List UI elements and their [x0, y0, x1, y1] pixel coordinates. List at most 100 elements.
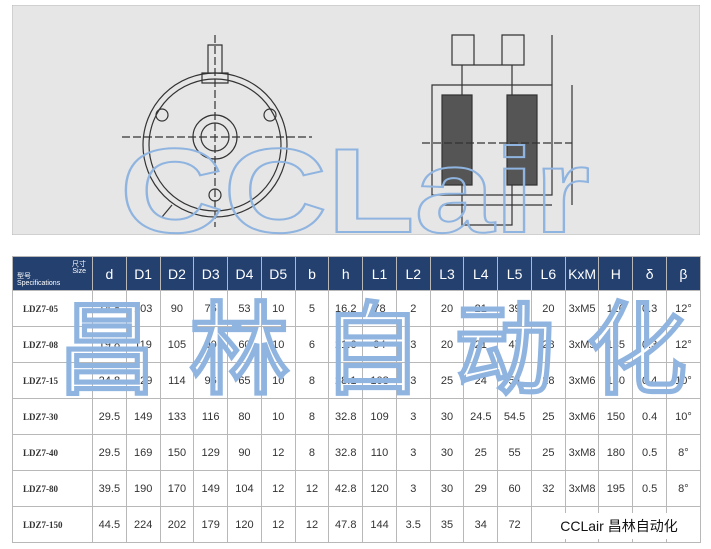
cell: 3 — [395, 362, 431, 399]
cell: 140 — [598, 362, 634, 399]
column-header: D2 — [159, 256, 195, 291]
cell: 35 — [429, 506, 465, 543]
cell: 39 — [497, 290, 532, 327]
model-cell: LDZ7-08 — [12, 326, 93, 363]
cell: 0.4 — [632, 398, 668, 435]
cell: 16.2 — [328, 290, 364, 327]
model-cell: LDZ7-30 — [12, 398, 93, 435]
cell: 0.3 — [632, 326, 668, 363]
cell: 3xM8 — [564, 470, 600, 507]
cell: 8° — [666, 470, 701, 507]
cell: 29 — [463, 470, 499, 507]
footer: CCLair 昌林自动化 — [538, 513, 700, 539]
cell: 47.8 — [328, 506, 364, 543]
table-row: LDZ7-15 24.8 129 114 96 65 10 8 28.1 108 3 25 24 54 28… — [12, 362, 701, 399]
cell: 54 — [497, 362, 532, 399]
column-header: d — [92, 256, 127, 291]
column-header: L3 — [429, 256, 465, 291]
model-cell: LDZ7-40 — [12, 434, 93, 471]
model-cell: LDZ7-15 — [12, 362, 93, 399]
cell: 76 — [193, 290, 229, 327]
cell: 30 — [429, 470, 465, 507]
cell: 10° — [666, 362, 701, 399]
cell: 28 — [530, 326, 566, 363]
cell: 150 — [159, 434, 195, 471]
cell: 120 — [227, 506, 262, 543]
cell: 12 — [294, 470, 330, 507]
table-row: LDZ7-05 14.8 103 90 76 53 10 5 16.2 78 2 20 21 39 20 3x… — [12, 290, 701, 327]
cell: 53 — [227, 290, 262, 327]
cell: 0.5 — [632, 470, 668, 507]
cell: 21 — [463, 290, 499, 327]
cell: 30 — [429, 434, 465, 471]
cell: 25 — [530, 398, 566, 435]
cell: 20 — [429, 290, 465, 327]
cell: 10° — [666, 398, 701, 435]
cell: 202 — [159, 506, 195, 543]
column-header: L5 — [497, 256, 532, 291]
cell: 6 — [294, 326, 330, 363]
column-header: D5 — [260, 256, 296, 291]
cell: 5 — [294, 290, 330, 327]
cell: 12 — [260, 470, 296, 507]
column-header: L4 — [463, 256, 499, 291]
cell: 94 — [362, 326, 397, 363]
cell: 32 — [530, 470, 566, 507]
cell: 179 — [193, 506, 229, 543]
table-row: LDZ7-80 39.5 190 170 149 104 12 12 42.8 120 3 30 29 6… — [12, 470, 701, 507]
model-cell: LDZ7-80 — [12, 470, 93, 507]
cell: 150 — [598, 398, 634, 435]
corner-cell: 尺寸 Size 型号 Specifications — [12, 256, 93, 291]
cell: 8 — [294, 398, 330, 435]
cell: 24 — [463, 362, 499, 399]
cell: 3xM6 — [564, 362, 600, 399]
cell: 3xM8 — [564, 434, 600, 471]
cell: 54.5 — [497, 398, 532, 435]
cell: 114 — [159, 362, 195, 399]
cell: 55 — [497, 434, 532, 471]
cell: 170 — [159, 470, 195, 507]
model-cell: LDZ7-05 — [12, 290, 93, 327]
cell: 135 — [598, 326, 634, 363]
cell: 129 — [125, 362, 161, 399]
table-row: LDZ7-30 29.5 149 133 116 80 10 8 32.8 109 3 30 24.5 5… — [12, 398, 701, 435]
corner-size-en: Size — [72, 268, 86, 275]
cell: 180 — [598, 434, 634, 471]
cell: 3 — [395, 434, 431, 471]
cell: 8° — [666, 434, 701, 471]
cell: 190 — [125, 470, 161, 507]
column-header: δ — [632, 256, 668, 291]
table-row: LDZ7-08 19.8 119 105 90 60 10 6 21.6 94 3 20 21 47 28 3… — [12, 326, 701, 363]
column-header: β — [666, 256, 701, 291]
cell: 12 — [294, 506, 330, 543]
cell: 144 — [362, 506, 397, 543]
cell: 109 — [362, 398, 397, 435]
cell: 133 — [159, 398, 195, 435]
cell: 10 — [260, 326, 296, 363]
column-header: D3 — [193, 256, 229, 291]
column-header: L2 — [395, 256, 431, 291]
cell: 10 — [260, 362, 296, 399]
cell: 90 — [159, 290, 195, 327]
cell: 20 — [530, 290, 566, 327]
cell: 19.8 — [92, 326, 127, 363]
cell: 3 — [395, 326, 431, 363]
cell: 14.8 — [92, 290, 127, 327]
cell: 44.5 — [92, 506, 127, 543]
cell: 12° — [666, 326, 701, 363]
cell: 29.5 — [92, 398, 127, 435]
cell: 30 — [429, 398, 465, 435]
model-cell: LDZ7-150 — [12, 506, 93, 543]
cell: 28.1 — [328, 362, 364, 399]
cell: 25 — [429, 362, 465, 399]
cell: 108 — [362, 362, 397, 399]
cell: 3xM6 — [564, 398, 600, 435]
cell: 72 — [497, 506, 532, 543]
cell: 80 — [227, 398, 262, 435]
cell: 129 — [193, 434, 229, 471]
cell: 3.5 — [395, 506, 431, 543]
cell: 21 — [463, 326, 499, 363]
cell: 169 — [125, 434, 161, 471]
cell: 3 — [395, 398, 431, 435]
